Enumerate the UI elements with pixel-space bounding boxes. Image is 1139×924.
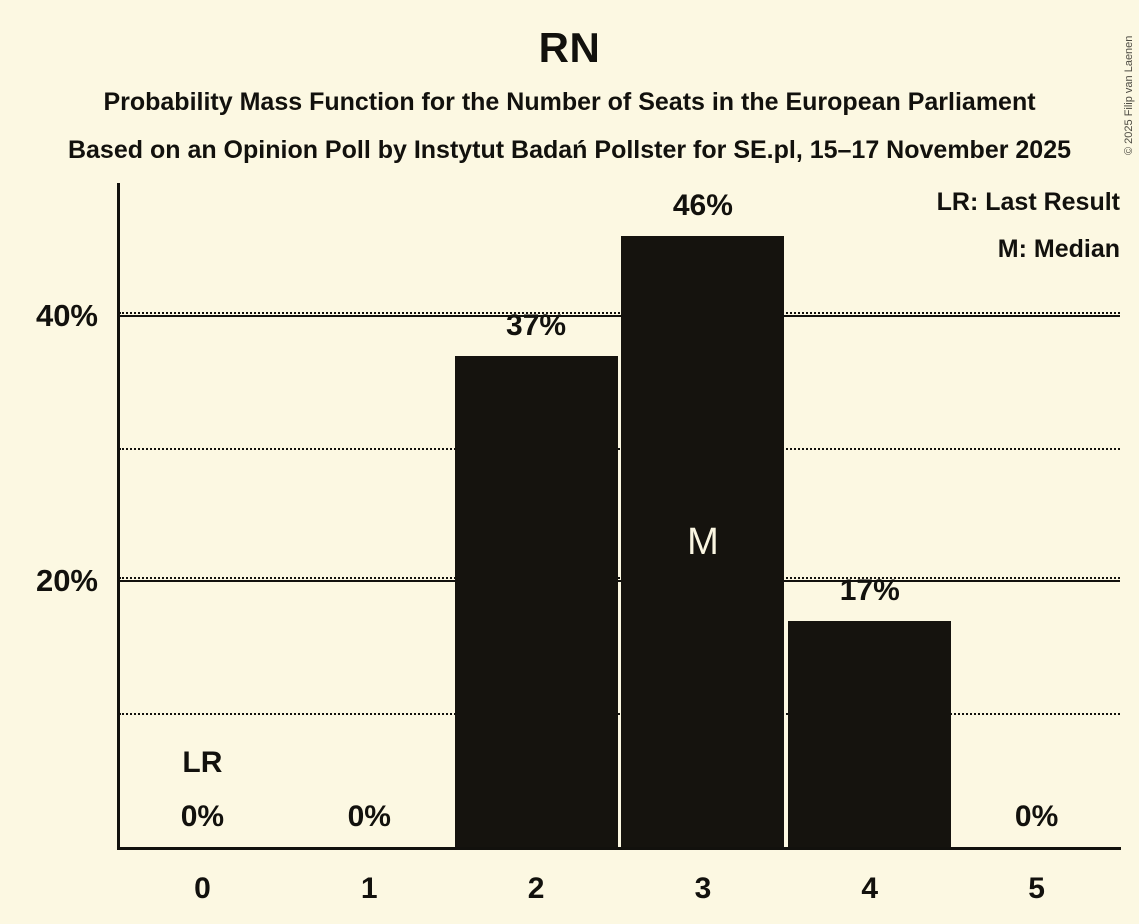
bar-value-label-seat-3: 46% — [672, 189, 733, 223]
x-axis-label-seat-3: 3 — [694, 872, 712, 905]
x-axis-label-seat-2: 2 — [527, 872, 545, 905]
y-axis-line — [117, 183, 120, 850]
bar-value-label-seat-4: 17% — [839, 574, 900, 608]
legend-last-result: LR: Last Result — [936, 188, 1120, 216]
x-axis-label-seat-5: 5 — [1028, 872, 1045, 905]
x-axis-label-seat-4: 4 — [861, 872, 879, 905]
x-axis-label-seat-0: 0 — [194, 872, 211, 905]
bar-value-label-seat-5: 0% — [1014, 800, 1059, 833]
chart-legend: LR: Last Result M: Median — [937, 179, 1120, 273]
plot-area: 20% 40% 0% 0 0% 1 37% 2 46% 3 17% 4 0% 5 LR M — [36, 183, 1120, 905]
copyright-notice: © 2025 Filip van Laenen — [1123, 35, 1135, 155]
bar-seat-3 — [621, 236, 785, 847]
bar-seat-2 — [454, 355, 618, 847]
bar-value-label-seat-0: 0% — [180, 800, 225, 833]
gridline-dotted-10 — [119, 713, 1120, 716]
chart-source-line: Based on an Opinion Poll by Instytut Bad… — [67, 136, 1072, 164]
chart-title: RN — [538, 24, 601, 71]
x-axis-line — [117, 847, 1121, 850]
gridline-dotted-20 — [119, 577, 1120, 580]
bar-value-label-seat-1: 0% — [347, 800, 391, 833]
legend-median: M: Median — [997, 235, 1120, 263]
gridline-dotted-30 — [119, 447, 1120, 450]
bar-value-label-seat-2: 37% — [506, 308, 567, 342]
median-marker: M — [687, 520, 719, 563]
last-result-marker: LR — [182, 746, 223, 779]
gridline-solid-20 — [119, 580, 1120, 583]
x-axis-label-seat-1: 1 — [360, 872, 378, 905]
y-axis-label-40: 40% — [35, 297, 98, 333]
gridline-solid-40 — [119, 314, 1120, 317]
gridline-dotted-40 — [119, 311, 1120, 314]
chart-subtitle: Probability Mass Function for the Number… — [103, 88, 1036, 116]
y-axis-label-20: 20% — [35, 563, 98, 599]
bar-seat-4 — [788, 621, 952, 847]
